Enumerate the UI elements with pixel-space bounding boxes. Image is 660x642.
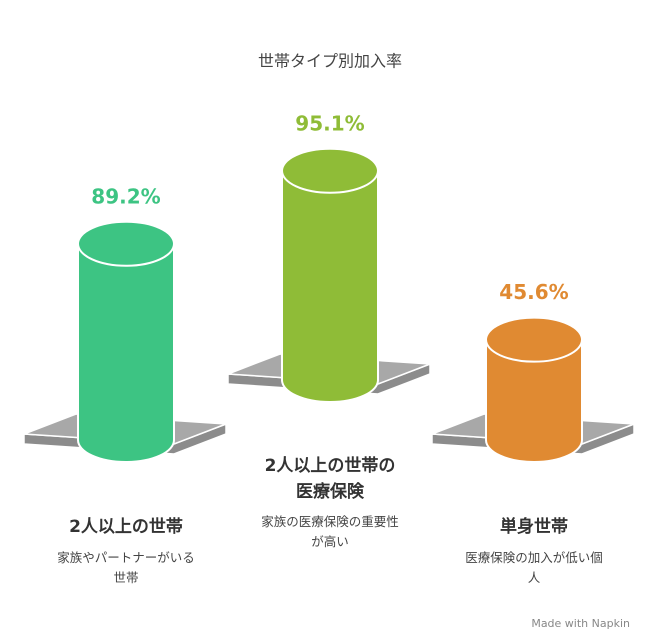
cylinder [281, 169, 379, 403]
category-label: 2人以上の世帯 [69, 517, 183, 537]
chart-title: 世帯タイプ別加入率 [258, 52, 402, 71]
category-label: 単身世帯 [500, 517, 568, 537]
footer: Made with Napkin [531, 617, 630, 630]
cylinder [77, 242, 175, 463]
value-label: 89.2% [91, 184, 160, 208]
category-description: 家族やパートナーがいる世帯 [57, 550, 195, 585]
category-description: 医療保険の加入が低い個人 [465, 550, 603, 585]
category-description: 家族の医療保険の重要性が高い [261, 514, 399, 549]
cylinder-top [281, 147, 379, 194]
value-label: 45.6% [499, 280, 568, 304]
category-label: 2人以上の世帯の医療保険 [264, 456, 396, 502]
value-label: 95.1% [295, 111, 364, 135]
cylinder [485, 338, 583, 463]
cylinder-top [77, 220, 175, 267]
cylinder-top [485, 316, 583, 363]
